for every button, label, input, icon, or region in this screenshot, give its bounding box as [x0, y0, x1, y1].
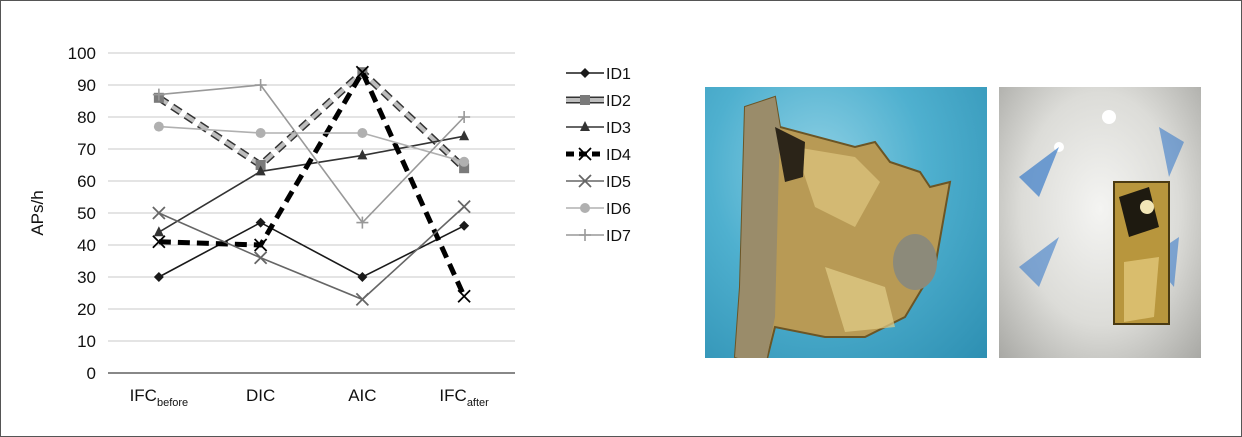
series-line [158, 221, 465, 278]
data-point [357, 272, 368, 282]
legend-label: ID3 [606, 120, 631, 137]
legend-label: ID6 [606, 201, 631, 218]
data-point [153, 226, 164, 237]
y-tick-label: 10 [77, 332, 96, 351]
legend-label: ID1 [606, 66, 631, 83]
y-tick-label: 60 [77, 172, 96, 191]
series-line [157, 69, 466, 170]
y-tick-label: 40 [77, 236, 96, 255]
data-point [152, 88, 165, 101]
series-id5 [152, 199, 471, 307]
series-line [158, 125, 465, 163]
data-point [152, 206, 166, 220]
legend-label: ID5 [606, 174, 631, 191]
chart-legend: ID1 ID2 ID3 ID4 ID5 ID6 ID7 [566, 66, 631, 245]
data-point [255, 217, 266, 228]
legend-item-id1: ID1 [566, 66, 631, 83]
x-tick-label: AIC [348, 386, 376, 405]
y-tick-label: 80 [77, 108, 96, 127]
tooth-occlusal-photo [999, 87, 1201, 358]
series-id3 [153, 130, 470, 237]
data-point [153, 121, 164, 132]
legend-item-id6: ID6 [566, 201, 631, 218]
data-point [459, 163, 470, 174]
legend-item-id7: ID7 [566, 228, 631, 245]
chart-series [152, 65, 471, 307]
x-tick-label: DIC [246, 386, 275, 405]
legend-label: ID2 [606, 93, 631, 110]
legend-marker [578, 147, 592, 161]
data-point [356, 216, 369, 229]
data-point [253, 251, 268, 265]
data-point [254, 79, 267, 91]
legend-item-id4: ID4 [566, 147, 631, 164]
series-line [158, 135, 465, 233]
data-point [355, 65, 370, 79]
data-point [459, 130, 470, 141]
series-id7 [152, 79, 471, 229]
x-tick-label: IFCbefore [130, 386, 189, 409]
y-tick-label: 70 [77, 140, 96, 159]
series-line [158, 206, 465, 301]
data-point [255, 160, 266, 170]
y-axis-label: APs/h [28, 190, 47, 235]
legend-label: ID7 [606, 228, 631, 245]
y-tick-label: 50 [77, 204, 96, 223]
legend-item-id2: ID2 [566, 93, 631, 110]
data-point [355, 292, 370, 307]
y-tick-label: 20 [77, 300, 96, 319]
series-id2 [153, 67, 470, 174]
legend-marker [580, 121, 590, 131]
series-line [158, 84, 465, 224]
series-id4 [152, 65, 471, 303]
legend-marker [578, 174, 592, 188]
series-line [158, 66, 467, 298]
data-point [457, 289, 471, 303]
legend-item-id5: ID5 [566, 174, 631, 191]
y-tick-label: 30 [77, 268, 96, 287]
legend-marker [580, 95, 590, 105]
data-point [357, 128, 368, 138]
legend-marker [580, 68, 590, 78]
legend-item-id3: ID3 [566, 120, 631, 137]
data-point [255, 165, 266, 176]
series-id6 [153, 121, 470, 167]
legend-label: ID4 [606, 147, 631, 164]
y-tick-label: 90 [77, 76, 96, 95]
chart-axes: 0 10 20 30 40 50 60 70 80 90 100 IFCbefore DIC AIC IFC… [28, 44, 515, 409]
series-id1 [153, 217, 470, 282]
data-point [458, 111, 471, 123]
y-tick-label: 0 [87, 364, 96, 383]
x-tick-label: IFCafter [439, 386, 489, 409]
gold-crown-fragment-photo [705, 87, 987, 358]
data-point [153, 272, 164, 282]
data-point [255, 128, 266, 138]
data-point [459, 220, 470, 231]
chart-grid [108, 52, 515, 342]
data-point [253, 238, 268, 252]
data-point [152, 235, 166, 249]
legend-marker [579, 229, 591, 241]
legend-marker [580, 203, 590, 213]
data-point [457, 199, 471, 214]
data-point [357, 149, 368, 160]
data-point [459, 156, 470, 167]
y-tick-label: 100 [68, 44, 96, 63]
